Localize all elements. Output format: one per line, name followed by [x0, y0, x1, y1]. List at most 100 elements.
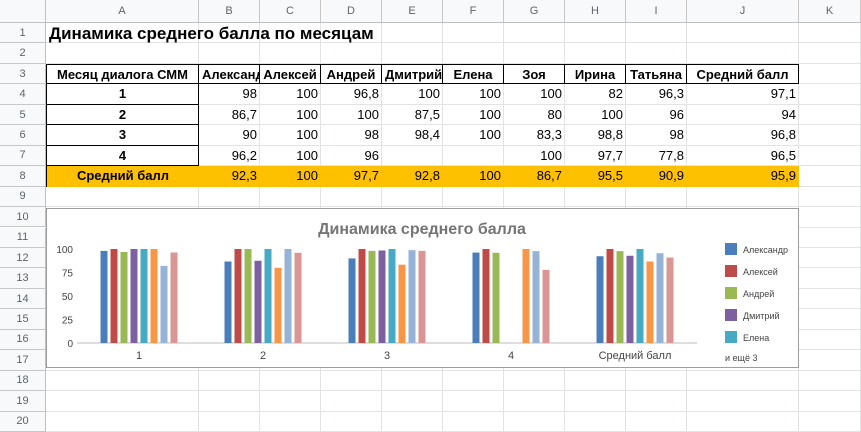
table-cell[interactable]: 96 — [669, 106, 684, 122]
header-cell[interactable]: Елена — [443, 63, 504, 85]
table-cell[interactable]: 100 — [540, 86, 562, 102]
table-cell[interactable]: 86,7 — [231, 106, 257, 122]
average-cell[interactable]: 95,9 — [770, 168, 796, 184]
table-cell[interactable]: 1 — [46, 84, 199, 105]
table-cell[interactable]: 100 — [601, 106, 623, 122]
table-cell[interactable]: 80 — [547, 106, 562, 122]
header-cell[interactable]: Месяц диалога СММ — [46, 63, 199, 85]
column-header-e[interactable]: E — [382, 0, 443, 23]
header-cell[interactable]: Алексей — [260, 63, 321, 85]
column-header-g[interactable]: G — [504, 0, 565, 23]
table-cell[interactable]: 87,5 — [414, 106, 440, 122]
table-cell[interactable]: 96,2 — [231, 147, 257, 163]
select-all-corner[interactable] — [0, 0, 46, 23]
table-cell[interactable]: 100 — [296, 106, 318, 122]
table-cell[interactable]: 100 — [296, 147, 318, 163]
row-header-3[interactable]: 3 — [0, 63, 46, 85]
table-cell[interactable]: 96 — [364, 147, 379, 163]
table-cell[interactable]: 77,8 — [658, 147, 684, 163]
row-header-9[interactable]: 9 — [0, 186, 46, 208]
header-cell[interactable]: Татьяна — [626, 63, 687, 85]
table-cell[interactable]: 94 — [781, 106, 796, 122]
table-cell[interactable]: 4 — [46, 145, 199, 167]
table-cell[interactable] — [382, 146, 443, 166]
legend-swatch — [725, 309, 737, 321]
header-cell[interactable]: Александр — [199, 63, 260, 85]
row-header-7[interactable]: 7 — [0, 145, 46, 167]
row-header-20[interactable]: 20 — [0, 411, 46, 432]
table-cell[interactable]: 98 — [669, 127, 684, 143]
table-cell[interactable]: 100 — [357, 106, 379, 122]
average-cell[interactable]: 92,3 — [231, 168, 257, 184]
row-header-19[interactable]: 19 — [0, 391, 46, 412]
bar-Дмитрий-Средний балл — [626, 255, 634, 343]
table-cell[interactable]: 83,3 — [536, 127, 562, 143]
table-cell[interactable]: 3 — [46, 125, 199, 146]
header-cell[interactable]: Зоя — [504, 63, 565, 85]
header-cell[interactable]: Средний балл — [687, 63, 799, 85]
average-row-highlight — [46, 166, 799, 187]
table-cell[interactable]: 100 — [418, 86, 440, 102]
table-cell[interactable]: 96,3 — [658, 86, 684, 102]
average-cell[interactable]: 92,8 — [414, 168, 440, 184]
average-cell[interactable]: 86,7 — [536, 168, 562, 184]
average-cell[interactable]: 95,5 — [597, 168, 623, 184]
table-cell[interactable]: 100 — [479, 127, 501, 143]
legend-more[interactable]: и ещё 3 — [725, 353, 757, 363]
row-header-4[interactable]: 4 — [0, 84, 46, 105]
average-cell[interactable]: 100 — [296, 168, 318, 184]
grid-line — [46, 103, 861, 105]
row-header-18[interactable]: 18 — [0, 370, 46, 392]
table-cell[interactable]: 98 — [364, 127, 379, 143]
table-cell[interactable]: 100 — [296, 127, 318, 143]
average-cell[interactable]: 97,7 — [353, 168, 379, 184]
column-header-i[interactable]: I — [626, 0, 687, 23]
column-header-k[interactable]: K — [799, 0, 861, 23]
row-header-12[interactable]: 12 — [0, 247, 46, 269]
row-header-10[interactable]: 10 — [0, 207, 46, 228]
column-header-a[interactable]: A — [46, 0, 235, 23]
row-header-8[interactable]: 8 — [0, 166, 46, 187]
table-cell[interactable]: 96,5 — [770, 147, 796, 163]
sheet-title[interactable]: Динамика среднего балла по месяцам — [49, 24, 374, 43]
row-header-6[interactable]: 6 — [0, 125, 46, 146]
column-header-b[interactable]: B — [199, 0, 260, 23]
column-header-j[interactable]: J — [687, 0, 799, 23]
header-cell[interactable]: Ирина — [565, 63, 626, 85]
table-cell[interactable]: 100 — [479, 86, 501, 102]
header-cell[interactable]: Дмитрий — [382, 63, 443, 85]
table-cell[interactable]: 2 — [46, 104, 199, 126]
table-cell[interactable]: 96,8 — [770, 127, 796, 143]
column-header-d[interactable]: D — [321, 0, 382, 23]
grid-line — [46, 144, 861, 146]
table-cell[interactable]: 100 — [479, 106, 501, 122]
table-cell[interactable] — [443, 146, 504, 166]
row-header-5[interactable]: 5 — [0, 104, 46, 126]
header-cell[interactable]: Андрей — [321, 63, 382, 85]
table-cell[interactable]: 97,7 — [597, 147, 623, 163]
row-header-2[interactable]: 2 — [0, 43, 46, 64]
table-cell[interactable]: 96,8 — [353, 86, 379, 102]
table-cell[interactable]: 82 — [608, 86, 623, 102]
table-cell[interactable]: 90 — [242, 127, 257, 143]
row-header-15[interactable]: 15 — [0, 309, 46, 330]
row-header-11[interactable]: 11 — [0, 227, 46, 248]
table-cell[interactable]: 100 — [296, 86, 318, 102]
row-header-14[interactable]: 14 — [0, 288, 46, 310]
row-header-1[interactable]: 1 — [0, 23, 46, 44]
table-cell[interactable]: 100 — [540, 147, 562, 163]
column-header-c[interactable]: C — [260, 0, 321, 23]
average-cell[interactable]: 100 — [479, 168, 501, 184]
row-header-16[interactable]: 16 — [0, 329, 46, 351]
row-header-17[interactable]: 17 — [0, 350, 46, 371]
row-header-13[interactable]: 13 — [0, 268, 46, 289]
table-cell[interactable]: 97,1 — [770, 86, 796, 102]
average-cell[interactable]: Средний балл — [46, 166, 199, 187]
table-cell[interactable]: 98 — [242, 86, 257, 102]
table-cell[interactable]: 98,8 — [597, 127, 623, 143]
column-header-f[interactable]: F — [443, 0, 504, 23]
bar-chart[interactable]: Динамика среднего балла 0 25 50 75 100 1 2 3 4 Ср… — [46, 208, 799, 368]
column-header-h[interactable]: H — [565, 0, 626, 23]
table-cell[interactable]: 98,4 — [414, 127, 440, 143]
average-cell[interactable]: 90,9 — [658, 168, 684, 184]
